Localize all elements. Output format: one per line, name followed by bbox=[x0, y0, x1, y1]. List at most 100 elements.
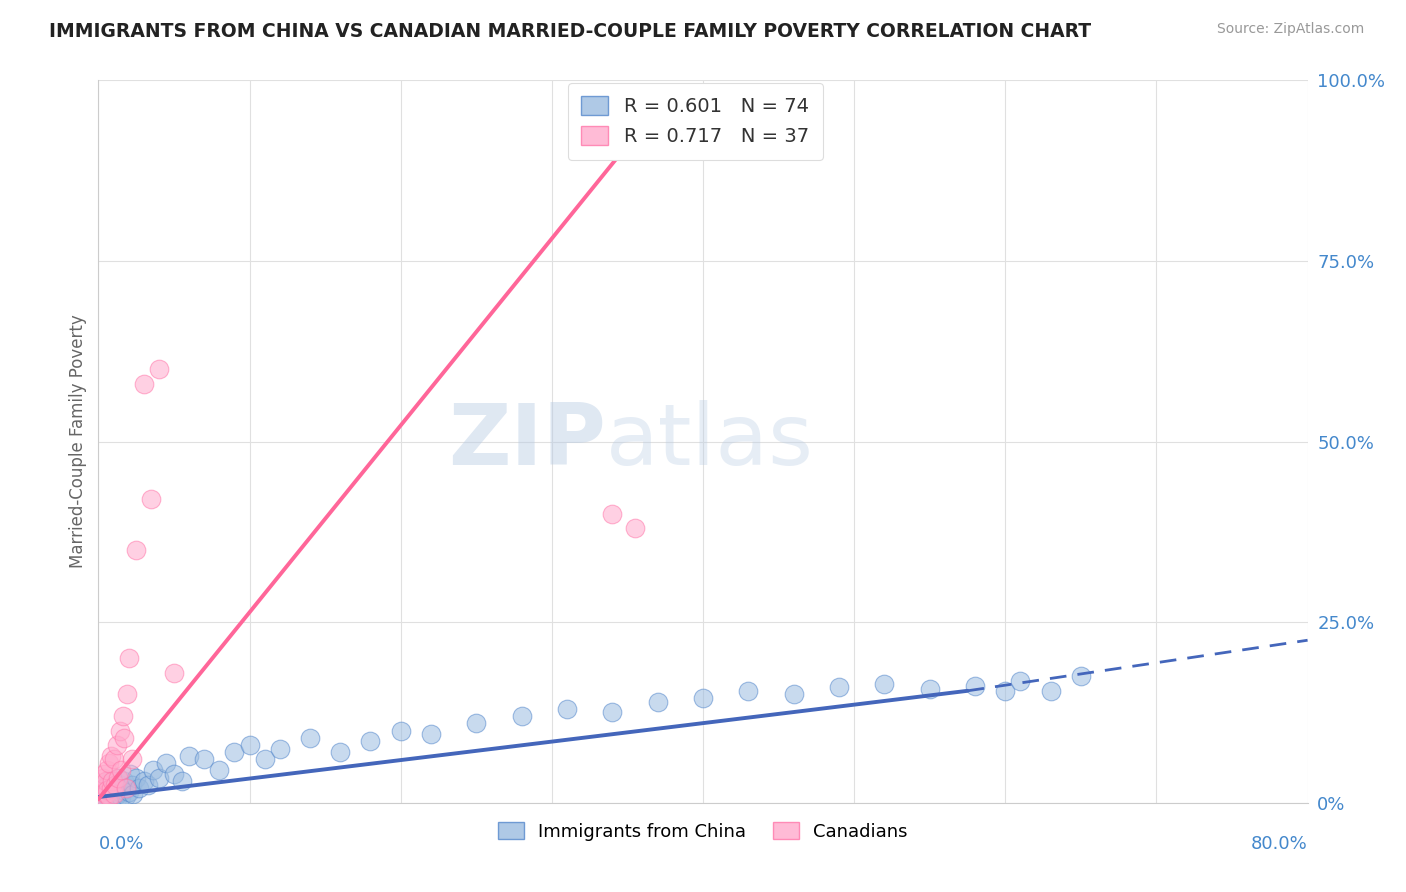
Point bbox=[91, 785, 114, 799]
Point bbox=[96, 764, 118, 778]
Point bbox=[103, 787, 125, 801]
Point bbox=[107, 771, 129, 785]
Point bbox=[91, 771, 114, 785]
Point bbox=[389, 723, 412, 738]
Point bbox=[89, 790, 111, 805]
Point bbox=[96, 778, 118, 792]
Point bbox=[96, 790, 118, 805]
Point bbox=[179, 748, 201, 763]
Point bbox=[91, 789, 114, 803]
Point bbox=[1070, 669, 1092, 683]
Point bbox=[208, 764, 231, 778]
Point bbox=[239, 738, 262, 752]
Point bbox=[163, 665, 186, 680]
Point bbox=[93, 792, 115, 806]
Point bbox=[253, 752, 276, 766]
Point bbox=[224, 745, 246, 759]
Text: IMMIGRANTS FROM CHINA VS CANADIAN MARRIED-COUPLE FAMILY POVERTY CORRELATION CHAR: IMMIGRANTS FROM CHINA VS CANADIAN MARRIE… bbox=[49, 22, 1091, 41]
Legend: Immigrants from China, Canadians: Immigrants from China, Canadians bbox=[491, 814, 915, 848]
Point bbox=[111, 709, 134, 723]
Point bbox=[873, 676, 896, 690]
Text: ZIP: ZIP bbox=[449, 400, 606, 483]
Point bbox=[994, 683, 1017, 698]
Point bbox=[98, 774, 121, 789]
Point bbox=[98, 756, 121, 770]
Point bbox=[96, 782, 118, 797]
Text: Source: ZipAtlas.com: Source: ZipAtlas.com bbox=[1216, 22, 1364, 37]
Point bbox=[90, 778, 112, 792]
Point bbox=[148, 362, 170, 376]
Point bbox=[89, 792, 111, 806]
Point bbox=[100, 748, 122, 763]
Point bbox=[737, 683, 759, 698]
Point bbox=[101, 774, 124, 789]
Point bbox=[692, 691, 714, 706]
Point bbox=[118, 651, 141, 665]
Point bbox=[107, 787, 129, 801]
Point bbox=[121, 752, 143, 766]
Point bbox=[965, 679, 987, 693]
Point bbox=[112, 731, 135, 745]
Text: atlas: atlas bbox=[606, 400, 814, 483]
Point bbox=[602, 507, 624, 521]
Point bbox=[510, 709, 533, 723]
Point bbox=[93, 781, 115, 796]
Point bbox=[163, 767, 186, 781]
Point bbox=[125, 771, 148, 785]
Point bbox=[170, 774, 193, 789]
Point bbox=[155, 756, 177, 770]
Point bbox=[105, 738, 128, 752]
Point bbox=[108, 785, 131, 799]
Point bbox=[94, 787, 117, 801]
Point bbox=[98, 785, 121, 799]
Point bbox=[1010, 674, 1032, 689]
Y-axis label: Married-Couple Family Poverty: Married-Couple Family Poverty bbox=[69, 315, 87, 568]
Point bbox=[104, 774, 127, 789]
Point bbox=[193, 752, 215, 766]
Point bbox=[100, 790, 122, 805]
Point bbox=[93, 767, 115, 781]
Point bbox=[94, 774, 117, 789]
Point bbox=[110, 764, 132, 778]
Point bbox=[647, 695, 669, 709]
Point bbox=[101, 782, 124, 797]
Point bbox=[828, 680, 851, 694]
Point bbox=[142, 764, 165, 778]
Text: 80.0%: 80.0% bbox=[1251, 835, 1308, 854]
Point bbox=[115, 781, 138, 796]
Point bbox=[125, 542, 148, 557]
Point bbox=[94, 794, 117, 808]
Point bbox=[112, 774, 135, 789]
Point bbox=[360, 734, 382, 748]
Point bbox=[90, 785, 112, 799]
Point bbox=[110, 778, 132, 792]
Point bbox=[98, 792, 121, 806]
Point bbox=[465, 716, 488, 731]
Point bbox=[114, 789, 136, 803]
Point bbox=[1039, 683, 1062, 698]
Point bbox=[783, 687, 806, 701]
Point bbox=[602, 706, 624, 720]
Point bbox=[329, 745, 352, 759]
Point bbox=[269, 741, 291, 756]
Point bbox=[103, 789, 125, 803]
Point bbox=[104, 790, 127, 805]
Point bbox=[299, 731, 322, 745]
Point bbox=[121, 778, 143, 792]
Point bbox=[120, 767, 142, 781]
Text: 0.0%: 0.0% bbox=[98, 835, 143, 854]
Point bbox=[115, 687, 138, 701]
Point bbox=[122, 787, 145, 801]
Point bbox=[647, 102, 669, 116]
Point bbox=[132, 774, 155, 789]
Point bbox=[105, 792, 128, 806]
Point bbox=[111, 782, 134, 797]
Point bbox=[110, 790, 132, 805]
Point bbox=[98, 790, 121, 805]
Point bbox=[420, 727, 443, 741]
Point bbox=[141, 492, 163, 507]
Point bbox=[94, 787, 117, 801]
Point bbox=[555, 702, 578, 716]
Point bbox=[118, 785, 141, 799]
Point bbox=[136, 778, 159, 792]
